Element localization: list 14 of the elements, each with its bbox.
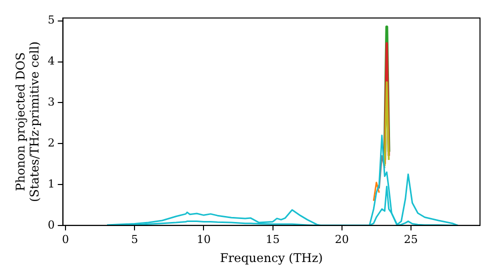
y-tick-label: 0: [48, 218, 55, 232]
y-tick-label: 4: [48, 54, 55, 68]
x-tick-label: 5: [131, 232, 138, 246]
x-tick-label: 10: [196, 232, 211, 246]
x-tick-label: 15: [266, 232, 280, 246]
y-axis-title: Phonon projected DOS (States/THz·primitive cell): [13, 41, 42, 202]
x-axis-title: Frequency (THz): [220, 250, 323, 265]
y-tick-label: 2: [48, 136, 55, 150]
y-tick-label: 3: [48, 96, 55, 109]
y-tick-label: 5: [48, 14, 55, 27]
x-tick-label: 0: [62, 232, 70, 246]
y-tick-label: 1: [48, 177, 55, 190]
x-tick-label: 25: [404, 232, 418, 246]
x-tick-label: 20: [334, 232, 349, 246]
